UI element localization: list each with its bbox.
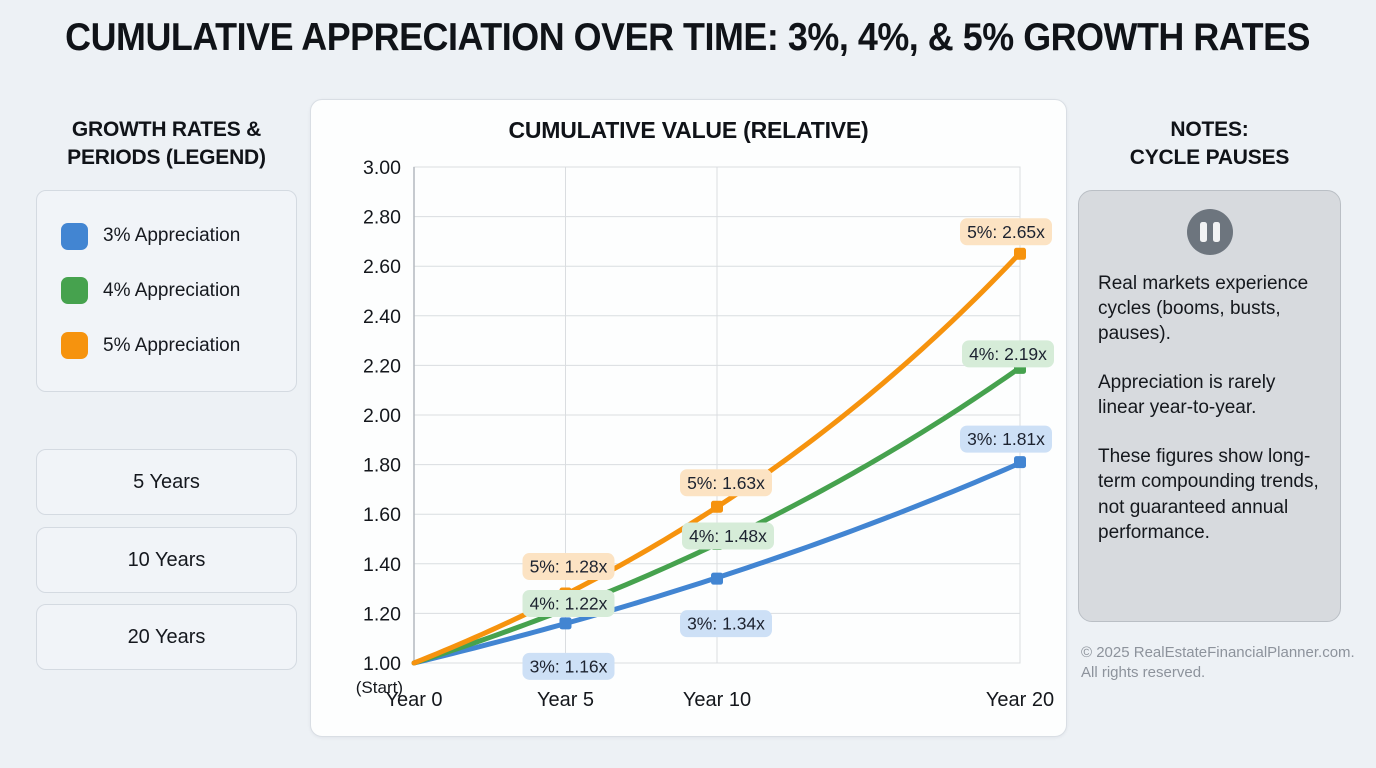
data-label-pill-3pct-year-10 [680,610,772,638]
period-button-label: 10 Years [127,548,206,571]
copyright-line1: © 2025 RealEstateFinancialPlanner.com. [1081,644,1355,661]
period-button-5-years[interactable]: 5 Years [36,449,297,515]
period-button-label: 20 Years [127,625,206,648]
copyright-line2: All rights reserved. [1081,663,1206,681]
y-axis-tick-label: 2.00 [363,405,401,427]
page-title: CUMULATIVE APPRECIATION OVER TIME: 3%, 4… [65,16,1311,59]
y-axis-tick-label: 1.60 [363,504,401,526]
y-axis-tick-label: 2.40 [363,306,401,328]
data-label-text-4pct-year-10: 4%: 1.48x [689,526,767,546]
notes-heading-line1: NOTES: [1170,118,1249,141]
y-axis-start-note: (Start) [356,678,403,697]
legend-heading-line2: PERIODS (LEGEND) [67,145,266,169]
copyright-text: © 2025 RealEstateFinancialPlanner.com. A… [1081,643,1361,682]
notes-panel-heading: NOTES: CYCLE PAUSES [1078,116,1341,172]
x-axis-tick-label: Year 10 [683,689,751,711]
data-point-5pct-year-20 [1014,247,1026,260]
data-label-pill-5pct-year-5 [522,553,615,581]
data-label-pill-4pct-year-20 [962,340,1054,368]
x-axis-tick-label: Year 0 [385,689,442,711]
legend-card: 3% Appreciation 4% Appreciation 5% Appre… [36,190,297,392]
legend-swatch-5pct-icon [61,332,88,360]
legend-heading-line1: GROWTH RATES & [71,118,262,141]
data-label-text-5pct-year-20: 5%: 2.65x [967,222,1045,242]
legend-item-label: 4% Appreciation [103,279,241,301]
legend-swatch-4pct-icon [61,277,88,305]
note-paragraph: Appreciation is rarely linear year-to-ye… [1098,372,1276,419]
legend-panel-heading: GROWTH RATES & PERIODS (LEGEND) [36,116,297,172]
chart-title: CUMULATIVE VALUE (RELATIVE) [508,117,869,143]
legend-item-label: 3% Appreciation [103,225,241,247]
legend-item-5pct: 5% Appreciation [61,332,296,360]
data-point-5pct-year-10 [711,500,723,513]
notes-card: Real markets experience cycles (booms, b… [1078,190,1341,622]
data-label-text-4pct-year-5: 4%: 1.22x [530,593,608,613]
data-label-pill-4pct-year-10 [682,522,774,550]
y-axis-tick-label: 2.60 [363,256,401,278]
y-axis-tick-label: 2.20 [363,355,401,377]
cumulative-value-chart: 3.00 2.80 2.60 2.40 2.20 2.00 1.80 1.60 1.40 1.20… [356,157,1054,711]
x-axis-tick-label: Year 20 [986,689,1054,711]
y-axis-tick-label: 3.00 [363,157,401,179]
data-point-3pct-year-10 [711,572,723,585]
y-axis-tick-label: 1.80 [363,455,401,477]
period-button-10-years[interactable]: 10 Years [36,527,297,593]
legend-item-4pct: 4% Appreciation [61,277,296,305]
x-axis-tick-label: Year 5 [537,689,594,711]
data-label-pill-5pct-year-10 [680,469,772,497]
period-button-label: 5 Years [133,470,200,493]
data-point-3pct-year-5 [559,617,572,630]
data-label-text-3pct-year-5: 3%: 1.16x [530,656,608,676]
period-button-20-years[interactable]: 20 Years [36,604,297,670]
data-label-pill-3pct-year-20 [960,425,1052,453]
data-label-pill-4pct-year-5 [522,589,615,617]
data-label-pill-5pct-year-20 [960,218,1052,246]
legend-item-label: 5% Appreciation [103,334,241,356]
data-point-3pct-year-20 [1014,456,1026,469]
note-paragraph: Real markets experience cycles (booms, b… [1098,273,1309,345]
data-label-text-4pct-year-20: 4%: 2.19x [969,344,1047,364]
y-axis-tick-label: 1.20 [363,603,401,625]
data-label-pill-3pct-year-5 [522,652,615,680]
note-paragraph: These figures show long-term compounding… [1098,446,1319,543]
y-axis-tick-label: 1.40 [363,554,401,576]
data-label-text-5pct-year-5: 5%: 1.28x [530,557,608,577]
legend-item-3pct: 3% Appreciation [61,222,296,250]
y-axis-tick-label: 2.80 [363,207,401,229]
data-label-text-5pct-year-10: 5%: 1.63x [687,473,765,493]
notes-heading-line2: CYCLE PAUSES [1129,145,1290,169]
data-label-text-3pct-year-10: 3%: 1.34x [687,614,765,634]
data-label-text-3pct-year-20: 3%: 1.81x [967,429,1045,449]
chart-panel: CUMULATIVE VALUE (RELATIVE) 3.00 2.80 2.60… [310,99,1067,737]
pause-icon [1186,209,1233,255]
y-axis-tick-label: 1.00 [363,653,401,675]
legend-swatch-3pct-icon [61,222,88,250]
